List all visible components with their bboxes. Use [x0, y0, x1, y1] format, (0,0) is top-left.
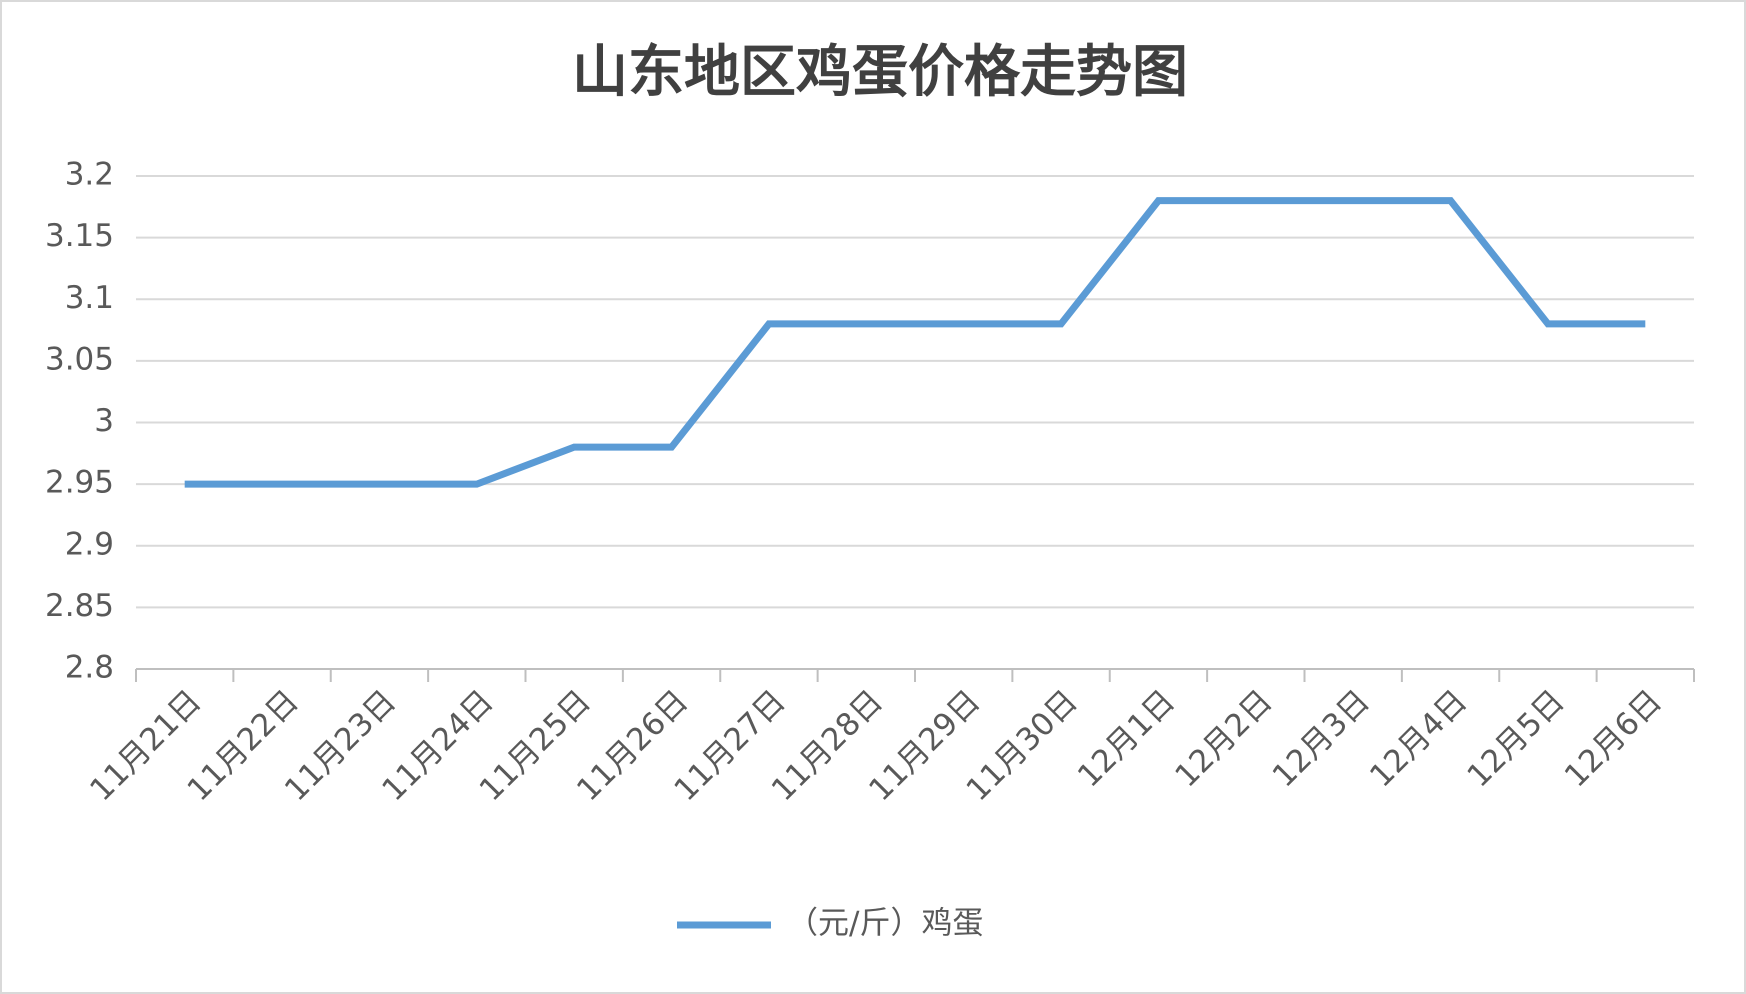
y-tick-label: 3.1	[65, 280, 114, 316]
y-tick-label: 2.9	[65, 526, 114, 562]
chart-title: 山东地区鸡蛋价格走势图	[572, 40, 1188, 105]
y-tick-label: 3.05	[45, 341, 114, 377]
y-tick-label: 2.85	[45, 588, 114, 624]
series-line	[184, 197, 1646, 488]
y-tick-label: 3.15	[45, 218, 114, 254]
legend-label: （元/斤）鸡蛋	[787, 906, 983, 942]
y-tick-label: 2.95	[45, 465, 114, 501]
y-tick-label: 2.8	[65, 650, 114, 686]
y-tick-label: 3	[94, 403, 114, 439]
y-tick-label: 3.2	[65, 157, 114, 193]
